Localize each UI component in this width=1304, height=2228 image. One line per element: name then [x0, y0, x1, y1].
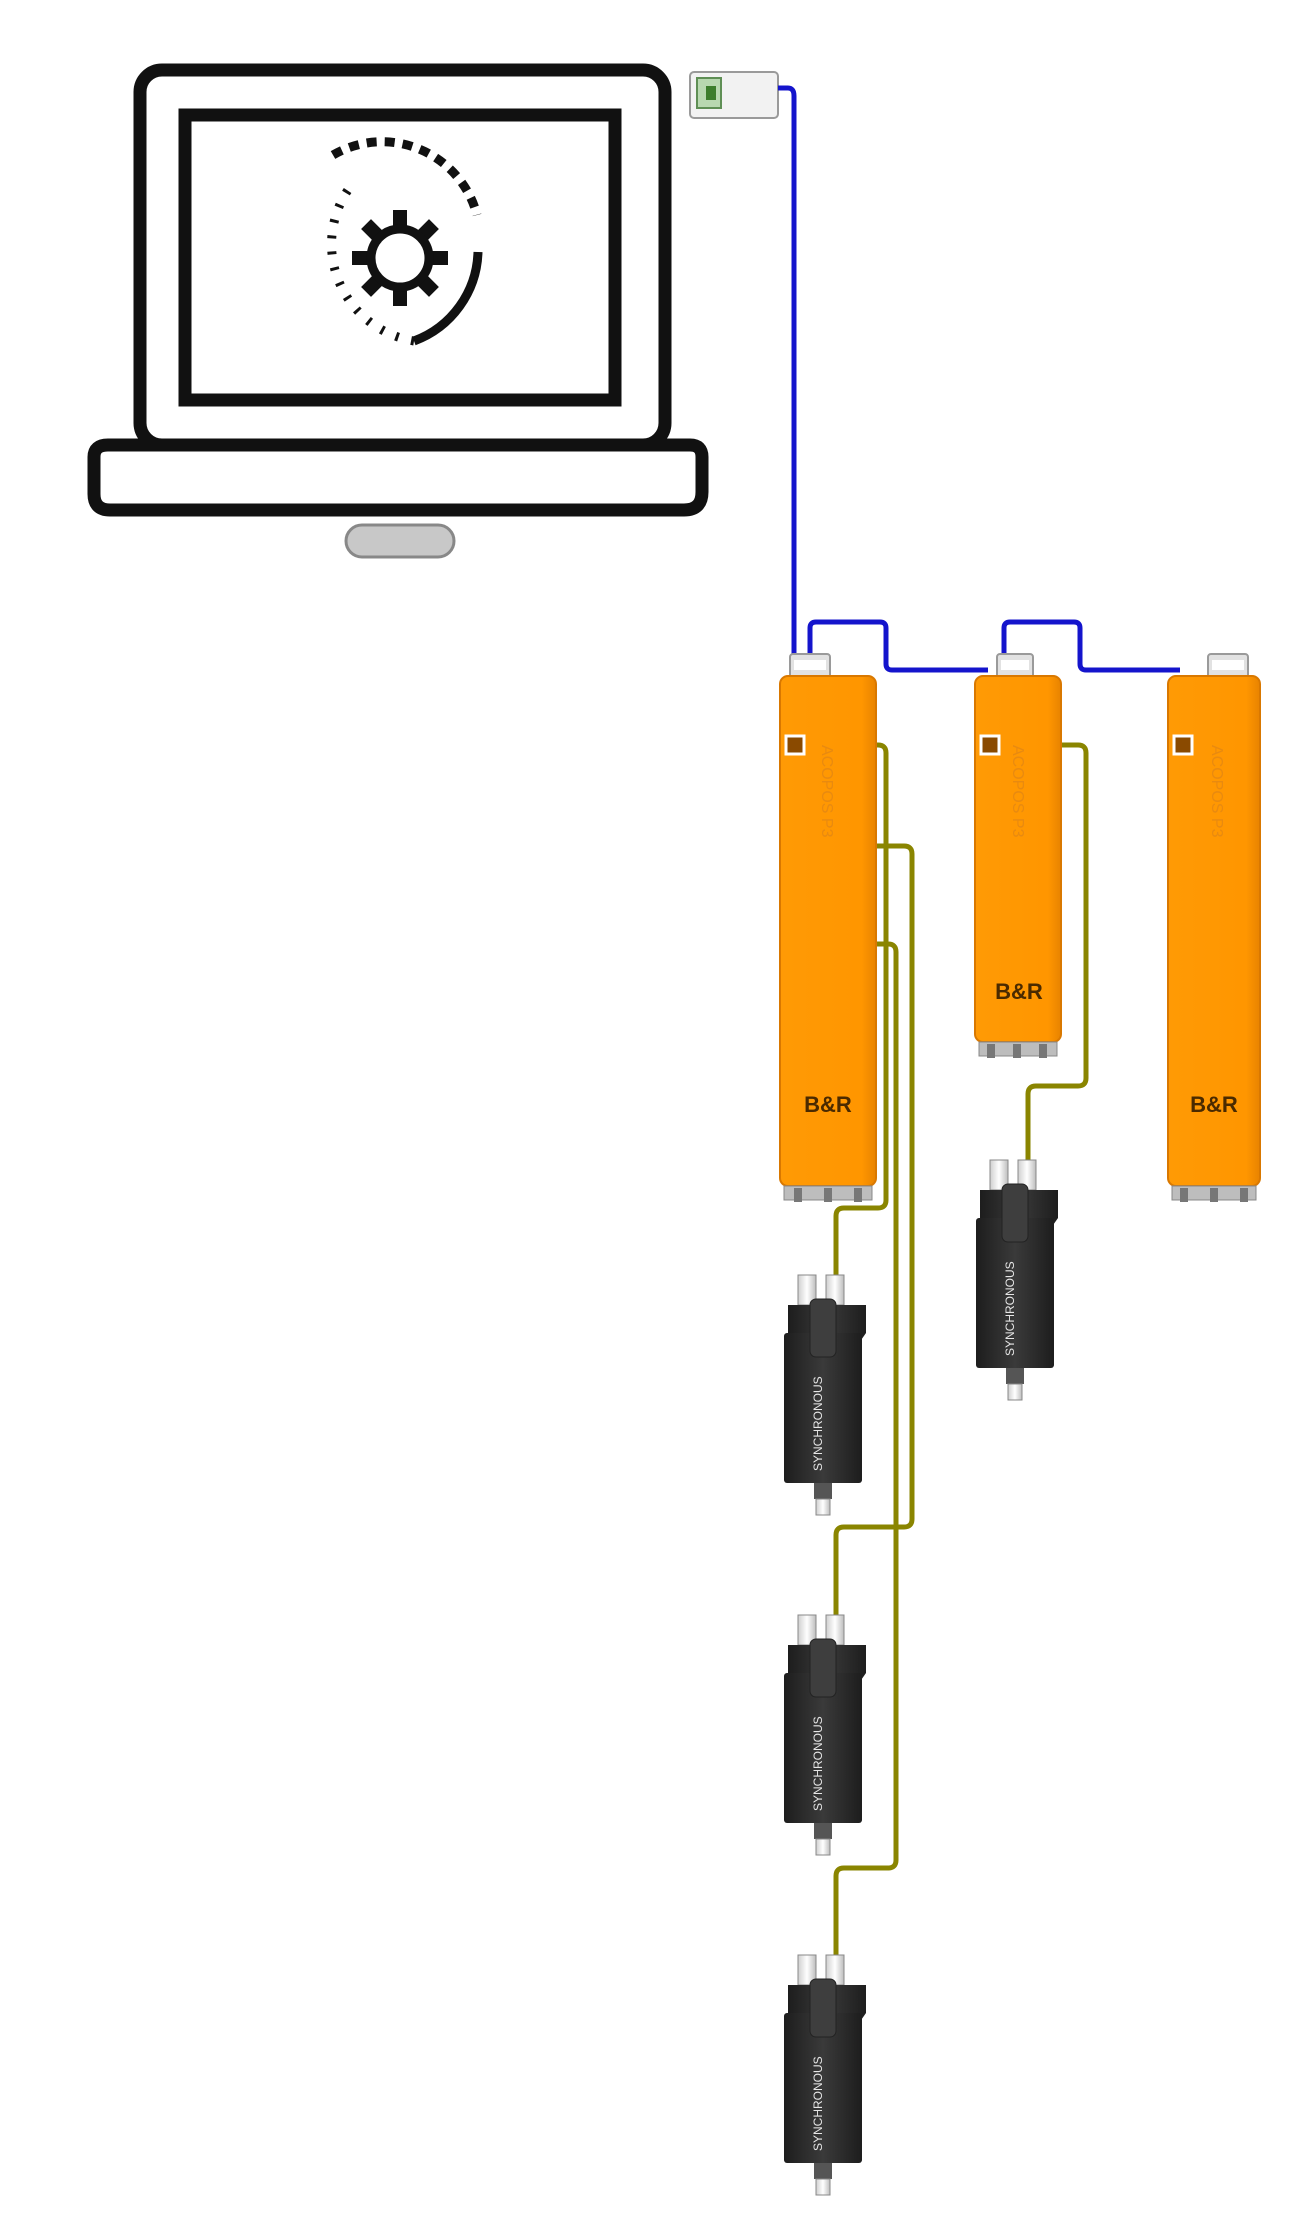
drive-model-label: ACOPOS P3 — [1009, 745, 1026, 838]
motor-cable-1 — [832, 742, 889, 1285]
gear-icon — [327, 137, 483, 346]
servo-drive-icon: ACOPOS P3 B&R — [779, 653, 877, 1202]
motor-cables — [832, 742, 1089, 1965]
ethernet-cable-drive1-drive2 — [807, 619, 988, 673]
motor-type-label: SYNCHRONOUS — [1003, 1261, 1017, 1356]
servo-drive-icon: ACOPOS P3 B&R — [974, 653, 1062, 1058]
servo-motor-icon: SYNCHRONOUS — [784, 1274, 866, 1516]
laptop-icon — [87, 63, 709, 559]
servo-motor-icon: SYNCHRONOUS — [976, 1159, 1058, 1401]
brand-logo: B&R — [1190, 1092, 1238, 1117]
ethernet-cables — [778, 85, 1180, 673]
motor-type-label: SYNCHRONOUS — [811, 1716, 825, 1811]
motor-cable-2 — [832, 843, 915, 1625]
servo-motor-icon: SYNCHRONOUS — [784, 1614, 866, 1856]
motor-cable-3 — [832, 941, 899, 1965]
drive-model-label: ACOPOS P3 — [1208, 745, 1225, 838]
motor-type-label: SYNCHRONOUS — [811, 1376, 825, 1471]
brand-logo: B&R — [995, 979, 1043, 1004]
servo-drive-icon: ACOPOS P3 B&R — [1167, 653, 1261, 1202]
ethernet-cable-drive2-drive3 — [1001, 619, 1180, 673]
motor-type-label: SYNCHRONOUS — [811, 2056, 825, 2151]
drive-model-label: ACOPOS P3 — [818, 745, 835, 838]
brand-logo: B&R — [804, 1092, 852, 1117]
ethernet-cable-pc — [778, 85, 797, 668]
network-card-icon — [689, 71, 779, 119]
servo-motor-icon: SYNCHRONOUS — [784, 1954, 866, 2196]
motor-cable-4 — [1025, 742, 1089, 1170]
